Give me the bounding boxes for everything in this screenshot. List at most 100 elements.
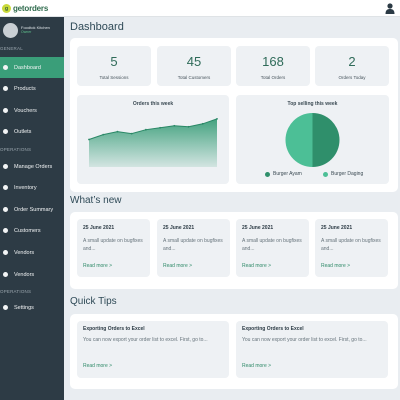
logo-text: getorders: [13, 4, 49, 13]
sidebar-item-customers[interactable]: Customers: [0, 220, 64, 241]
user-icon[interactable]: [385, 3, 395, 14]
quick-tips-panel: Exporting Orders to Excel You can now ex…: [70, 314, 398, 389]
dashboard-panel: 5 Total Sessions 45 Total Customers 168 …: [70, 38, 398, 192]
stat-value: 2: [348, 54, 356, 69]
orders-line: [88, 118, 218, 140]
read-more-link[interactable]: Read more >: [242, 363, 272, 369]
sidebar-item-label: Vendors: [14, 271, 35, 278]
getorders-logo-icon: g: [2, 4, 11, 13]
sidebar-item-products[interactable]: Products: [0, 78, 64, 99]
whats-new-title: What’s new: [70, 195, 122, 206]
sidebar-item-label: Settings: [14, 304, 34, 311]
vendors-icon: [3, 272, 8, 277]
sidebar-item-settings[interactable]: Settings: [0, 297, 64, 318]
sidebar-item-vendors-2[interactable]: Vendors: [0, 264, 64, 285]
news-card[interactable]: 25 June 2021 A small update on bugfixes …: [157, 219, 230, 277]
sidebar-item-label: Vouchers: [14, 107, 37, 114]
stat-label: Total Orders: [260, 75, 286, 80]
news-date: 25 June 2021: [83, 225, 115, 231]
stat-card-total-sessions: 5 Total Sessions: [77, 46, 151, 86]
section-label-operations: OPERATIONS: [0, 289, 32, 294]
news-card[interactable]: 25 June 2021 A small update on bugfixes …: [236, 219, 309, 277]
data-point: [88, 138, 90, 141]
quick-tips-title: Quick Tips: [70, 296, 117, 307]
data-point: [144, 128, 147, 131]
chart-title: Orders this week: [132, 101, 174, 107]
pie-slice-burger-daging: [285, 113, 313, 167]
news-text: A small update on bugfixes and...: [83, 238, 143, 252]
stat-card-orders-today: 2 Orders Today: [315, 46, 389, 86]
news-text: A small update on bugfixes and...: [321, 238, 381, 252]
avatar: [3, 23, 18, 38]
tip-text: You can now export your order list to ex…: [242, 337, 367, 343]
orders-area: [89, 118, 217, 167]
legend-dot: [323, 171, 328, 177]
stat-card-total-customers: 45 Total Customers: [157, 46, 231, 86]
tip-card[interactable]: Exporting Orders to Excel You can now ex…: [77, 321, 229, 378]
news-card[interactable]: 25 June 2021 A small update on bugfixes …: [77, 219, 150, 277]
data-point: [116, 130, 119, 133]
read-more-link[interactable]: Read more >: [163, 263, 193, 269]
sidebar-item-inventory[interactable]: Inventory: [0, 177, 64, 198]
sidebar-item-vouchers[interactable]: Vouchers: [0, 100, 64, 121]
tip-card[interactable]: Exporting Orders to Excel You can now ex…: [236, 321, 388, 378]
sidebar-item-label: Outlets: [14, 128, 32, 135]
data-point: [216, 117, 218, 120]
read-more-link[interactable]: Read more >: [83, 363, 113, 369]
sidebar-item-outlets[interactable]: Outlets: [0, 121, 64, 142]
news-card[interactable]: 25 June 2021 A small update on bugfixes …: [315, 219, 388, 277]
vouchers-icon: [3, 108, 8, 113]
news-text: A small update on bugfixes and...: [242, 238, 302, 252]
data-point: [187, 125, 190, 128]
sidebar-item-vendors[interactable]: Vendors: [0, 242, 64, 263]
stat-value: 168: [262, 54, 284, 69]
data-point: [130, 132, 133, 135]
dashboard-icon: [3, 65, 8, 70]
orders-chart-card: Orders this week: [77, 95, 229, 184]
sidebar-item-label: Customers: [14, 227, 41, 234]
stat-value: 5: [110, 54, 118, 69]
profile[interactable]: Foodtok Kitchen Owner: [0, 17, 64, 43]
sidebar-item-label: Vendors: [14, 249, 35, 256]
news-date: 25 June 2021: [321, 225, 353, 231]
settings-icon: [3, 305, 8, 310]
sidebar-item-label: Products: [14, 85, 36, 92]
chart-title: Top selling this week: [287, 101, 338, 107]
read-more-link[interactable]: Read more >: [242, 263, 272, 269]
data-point: [201, 122, 204, 125]
vendors-icon: [3, 250, 8, 255]
profile-name: Foodtok Kitchen: [21, 25, 50, 30]
inventory-icon: [3, 185, 8, 190]
read-more-link[interactable]: Read more >: [83, 263, 113, 269]
news-text: A small update on bugfixes and...: [163, 238, 223, 252]
legend-label: Burger Ayam: [273, 171, 302, 177]
app-logo[interactable]: g getorders: [2, 3, 48, 14]
news-date: 25 June 2021: [163, 225, 195, 231]
page-title: Dashboard: [70, 21, 124, 33]
tip-title: Exporting Orders to Excel: [242, 326, 304, 332]
legend-label: Burger Daging: [331, 171, 364, 177]
orders-area-chart: [88, 117, 218, 167]
sidebar-item-manage-orders[interactable]: Manage Orders: [0, 156, 64, 177]
data-point: [102, 133, 105, 136]
customers-icon: [3, 228, 8, 233]
tip-text: You can now export your order list to ex…: [83, 337, 208, 343]
news-date: 25 June 2021: [242, 225, 274, 231]
legend-item-burger-daging: Burger Daging: [323, 171, 363, 177]
sidebar: Foodtok Kitchen Owner GENERAL Dashboard …: [0, 17, 64, 400]
manage-orders-icon: [3, 164, 8, 169]
read-more-link[interactable]: Read more >: [321, 263, 351, 269]
stat-label: Total Customers: [177, 75, 211, 80]
stat-label: Total Sessions: [99, 75, 129, 80]
top-bar: g getorders: [0, 0, 400, 17]
whats-new-panel: 25 June 2021 A small update on bugfixes …: [70, 212, 398, 289]
sidebar-item-label: Order Summary: [14, 206, 54, 213]
legend-item-burger-ayam: Burger Ayam: [265, 171, 302, 177]
top-selling-pie-chart: [285, 113, 340, 167]
stat-card-total-orders: 168 Total Orders: [236, 46, 310, 86]
sidebar-item-dashboard[interactable]: Dashboard: [0, 57, 64, 78]
section-label-general: GENERAL: [0, 46, 23, 51]
legend-dot: [265, 171, 270, 177]
data-point: [159, 126, 162, 129]
sidebar-item-order-summary[interactable]: Order Summary: [0, 199, 64, 220]
